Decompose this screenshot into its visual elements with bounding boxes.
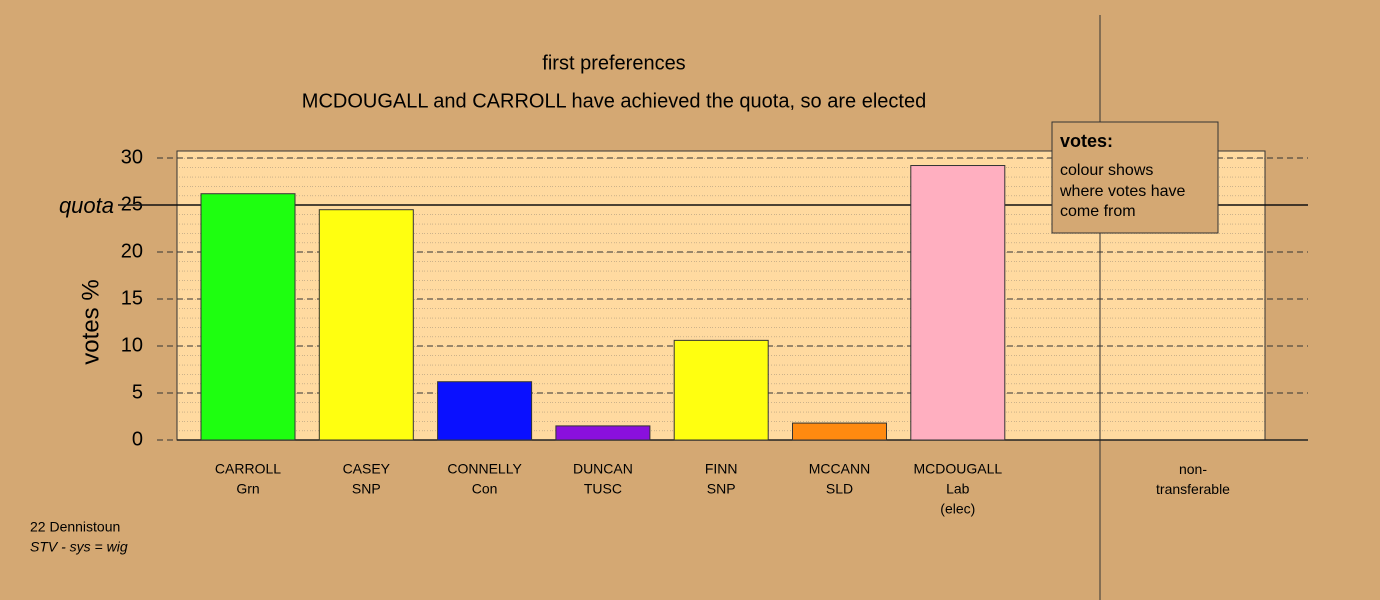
x-tick-label-box: non-transferable [1156,461,1230,497]
footnote: 22 Dennistoun [30,519,120,535]
y-tick-label: 5 [132,381,143,403]
legend-box [1051,121,1219,234]
bar [673,339,769,441]
status-label: (elec) [940,501,975,517]
y-tick-label: 15 [121,287,143,309]
bar [910,165,1006,441]
y-tick-label: 30 [121,146,143,168]
x-tick-label: CASEY [343,461,391,477]
party-label: Lab [946,481,970,497]
x-tick-label: DUNCAN [573,461,633,477]
x-tick-label: non-transferable [1156,461,1230,497]
bar [555,425,651,441]
party-label: TUSC [584,481,622,497]
quota-label: quota [59,193,114,218]
chart-subtitle: MCDOUGALL and CARROLL have achieved the … [302,90,926,112]
bar [318,209,414,441]
party-label: SLD [826,481,853,497]
footnote: STV - sys = wig [30,539,128,555]
y-tick-label: 0 [132,428,143,450]
bar [792,422,887,441]
chart-title: first preferences [542,52,685,74]
party-label: SNP [352,481,381,497]
party-label: SNP [707,481,736,497]
party-label: Con [472,481,498,497]
x-tick-label: MCDOUGALL [913,461,1002,477]
legend-text: colour shows where votes have come from [1060,162,1186,220]
legend-text-box: colour shows where votes have come from [1060,162,1186,220]
x-tick-label: FINN [705,461,738,477]
y-axis-label: votes % [77,279,104,364]
x-tick-label: CONNELLY [447,461,522,477]
bar [200,193,296,441]
y-tick-label: 20 [121,240,143,262]
x-tick-label: MCCANN [809,461,870,477]
legend-title: votes: [1060,131,1113,151]
x-tick-label: CARROLL [215,461,281,477]
bar [437,381,533,441]
y-tick-label: 10 [121,334,143,356]
party-label: Grn [236,481,259,497]
